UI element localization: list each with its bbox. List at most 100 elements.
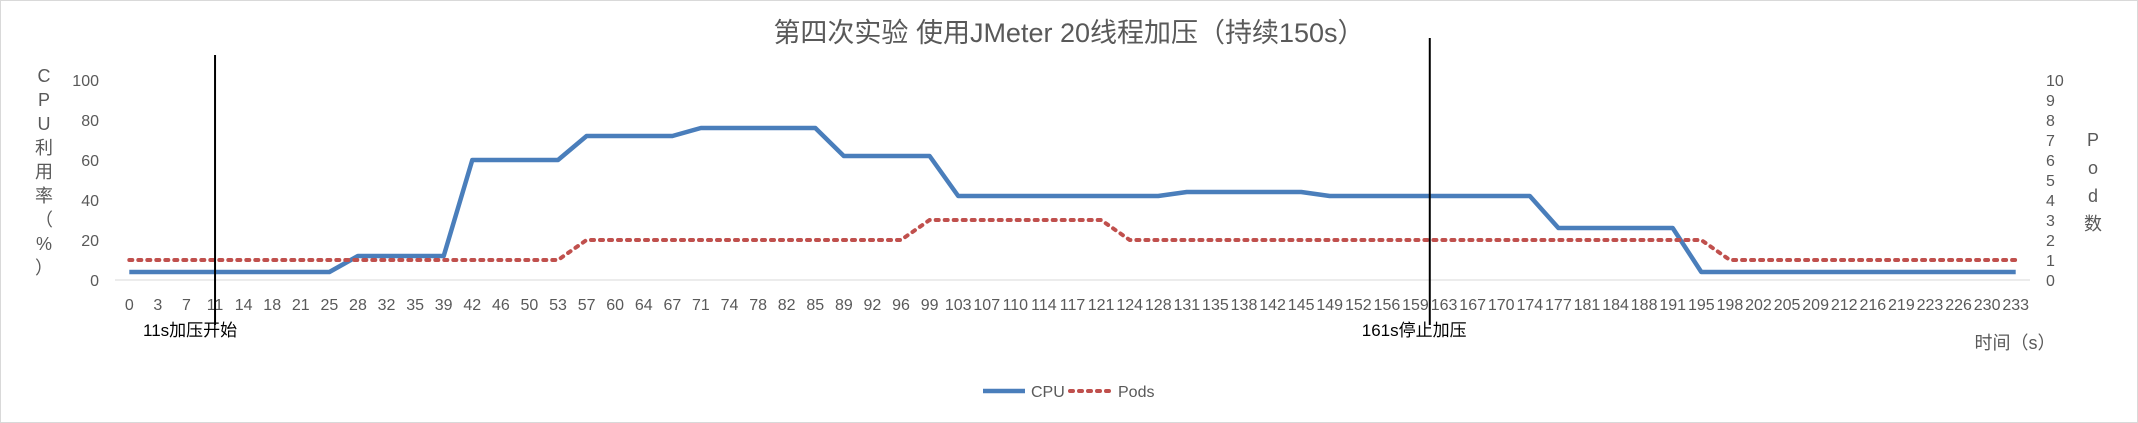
- x-tick-label: 99: [921, 297, 939, 314]
- x-tick-label: 216: [1859, 297, 1886, 314]
- right-tick-label: 1: [2046, 253, 2055, 270]
- x-tick-label: 117: [1060, 297, 1086, 314]
- x-tick-label: 138: [1231, 297, 1258, 314]
- annotations: 11s加压开始 161s停止加压: [143, 38, 1467, 340]
- x-tick-label: 145: [1288, 297, 1315, 314]
- x-tick-label: 103: [945, 297, 972, 314]
- left-tick-label: 80: [81, 113, 99, 130]
- x-tick-label: 209: [1802, 297, 1829, 314]
- x-tick-label: 195: [1688, 297, 1715, 314]
- x-tick-label: 188: [1631, 297, 1658, 314]
- x-tick-label: 89: [835, 297, 853, 314]
- x-tick-label: 212: [1831, 297, 1858, 314]
- x-tick-label: 92: [864, 297, 882, 314]
- x-tick-label: 198: [1717, 297, 1744, 314]
- series-line-cpu: [129, 125, 2016, 275]
- x-tick-label: 230: [1974, 297, 2001, 314]
- x-tick-label: 53: [549, 297, 567, 314]
- x-tick-label: 156: [1374, 297, 1401, 314]
- left-tick-label: 0: [90, 273, 99, 290]
- right-axis-title-char: d: [2088, 186, 2098, 206]
- x-tick-label: 50: [521, 297, 539, 314]
- x-tick-label: 46: [492, 297, 510, 314]
- x-tick-label: 191: [1659, 297, 1686, 314]
- x-tick-label: 226: [1945, 297, 1972, 314]
- x-tick-label: 174: [1516, 297, 1543, 314]
- legend-label-pods: Pods: [1118, 384, 1154, 401]
- left-axis-title-char: P: [38, 90, 50, 110]
- x-tick-label: 110: [1003, 297, 1029, 314]
- x-tick-label: 131: [1173, 297, 1200, 314]
- left-tick-label: 20: [81, 233, 99, 250]
- x-tick-label: 60: [606, 297, 624, 314]
- x-tick-label: 7: [182, 297, 191, 314]
- legend: CPU Pods: [983, 384, 1154, 401]
- right-axis-title-char: o: [2088, 158, 2098, 178]
- x-tick-label: 64: [635, 297, 653, 314]
- x-tick-label: 205: [1774, 297, 1801, 314]
- x-tick-label: 159: [1402, 297, 1429, 314]
- x-tick-label: 25: [320, 297, 338, 314]
- right-axis-title-char: P: [2087, 130, 2099, 150]
- x-tick-label: 219: [1888, 297, 1915, 314]
- x-tick-label: 18: [263, 297, 281, 314]
- x-tick-label: 28: [349, 297, 367, 314]
- right-tick-label: 0: [2046, 273, 2055, 290]
- x-tick-label: 181: [1574, 297, 1601, 314]
- right-tick-label: 2: [2046, 233, 2055, 250]
- x-tick-label: 124: [1116, 297, 1143, 314]
- series-line-pods: [127, 218, 2018, 262]
- left-axis-title-char: %: [36, 234, 52, 254]
- x-tick-label: 107: [973, 297, 1000, 314]
- x-tick-label: 142: [1259, 297, 1286, 314]
- left-axis-title-char: 率: [35, 186, 53, 206]
- right-tick-label: 7: [2046, 133, 2055, 150]
- annotation-label: 11s加压开始: [143, 321, 237, 340]
- right-tick-label: 5: [2046, 173, 2055, 190]
- x-tick-label: 82: [778, 297, 796, 314]
- left-axis-title-char: ）: [35, 258, 53, 278]
- x-tick-label: 114: [1031, 297, 1057, 314]
- left-axis-title-char: U: [38, 114, 51, 134]
- x-tick-label: 223: [1917, 297, 1944, 314]
- left-axis-title-char: C: [38, 66, 51, 86]
- x-tick-label: 42: [463, 297, 481, 314]
- right-axis-title-char: 数: [2084, 214, 2102, 234]
- right-tick-label: 8: [2046, 113, 2055, 130]
- x-tick-label: 57: [578, 297, 596, 314]
- x-tick-label: 163: [1431, 297, 1458, 314]
- x-tick-label: 71: [692, 297, 710, 314]
- x-tick-label: 85: [806, 297, 824, 314]
- chart-title: 第四次实验 使用JMeter 20线程加压（持续150s）: [773, 18, 1364, 48]
- legend-label-cpu: CPU: [1031, 384, 1065, 401]
- x-tick-label: 135: [1202, 297, 1229, 314]
- x-tick-label: 233: [2002, 297, 2029, 314]
- x-tick-label: 39: [435, 297, 453, 314]
- x-tick-label: 202: [1745, 297, 1772, 314]
- x-tick-label: 0: [125, 297, 134, 314]
- x-axis-title: 时间（s）: [1975, 333, 2056, 353]
- x-tick-label: 170: [1488, 297, 1515, 314]
- left-tick-label: 60: [81, 153, 99, 170]
- right-axis-ticks: 0 1 2 3 4 5 6 7 8 9 10: [2046, 73, 2064, 290]
- x-tick-label: 128: [1145, 297, 1172, 314]
- x-tick-label: 21: [292, 297, 310, 314]
- x-tick-label: 78: [749, 297, 767, 314]
- x-tick-label: 121: [1088, 297, 1115, 314]
- x-tick-label: 149: [1316, 297, 1343, 314]
- x-tick-label: 96: [892, 297, 910, 314]
- left-axis-title-char: 用: [35, 162, 53, 182]
- x-tick-label: 3: [153, 297, 162, 314]
- x-tick-label: 167: [1459, 297, 1486, 314]
- x-tick-label: 32: [378, 297, 396, 314]
- x-tick-label: 177: [1545, 297, 1572, 314]
- left-axis-title-char: （: [35, 210, 53, 230]
- right-tick-label: 9: [2046, 93, 2055, 110]
- annotation-label: 161s停止加压: [1362, 321, 1467, 340]
- left-axis-title-char: 利: [35, 138, 53, 158]
- x-tick-label: 35: [406, 297, 424, 314]
- x-tick-label: 152: [1345, 297, 1372, 314]
